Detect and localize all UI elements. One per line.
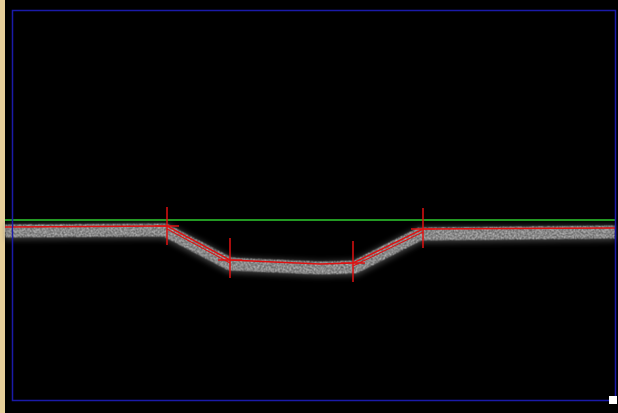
markers (155, 207, 435, 282)
profile-edge (166, 228, 231, 264)
left-edge-strip (0, 0, 5, 413)
roi-frame (11, 9, 617, 402)
profile-edge (352, 231, 424, 267)
resize-handle[interactable] (609, 396, 617, 404)
